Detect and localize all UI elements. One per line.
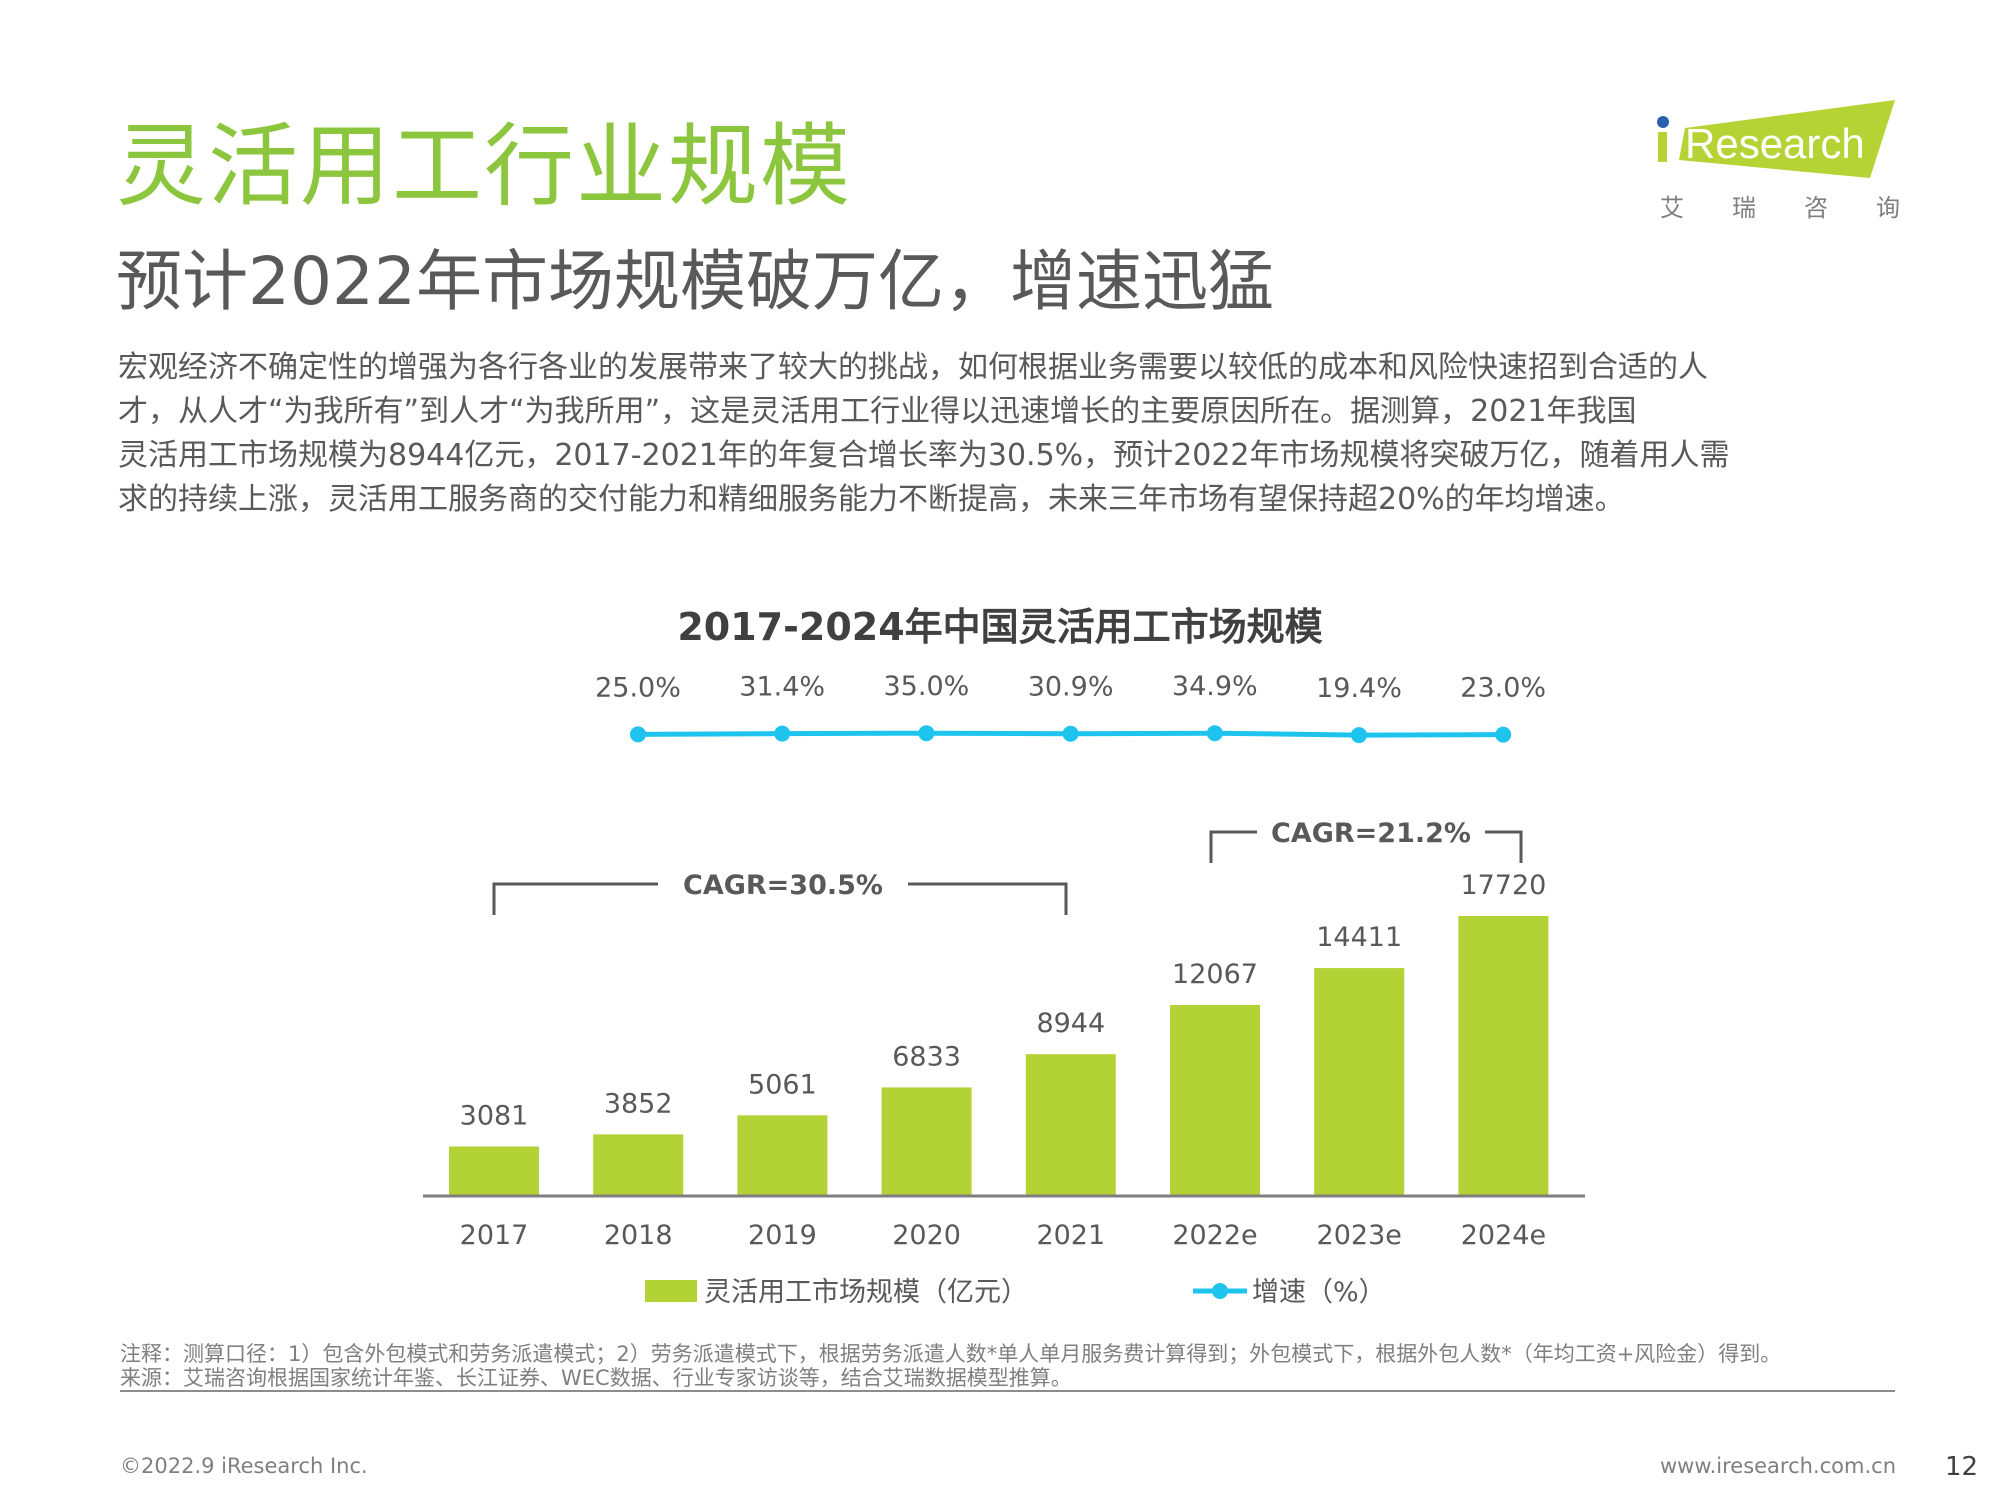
page-number: 12 xyxy=(1945,1452,1979,1482)
chart-legend: 灵活用工市场规模（亿元） 增速（%） xyxy=(645,1277,1386,1308)
bars-layer: 3081 2017 3852 2018 5061 2019 6833 2020 8944 2021… xyxy=(449,870,1549,1251)
logo-cn-text: 艾 瑞 咨 询 xyxy=(1660,188,1900,223)
logo-brand-text: Research xyxy=(1685,120,1865,167)
x-tick-label: 2018 xyxy=(604,1220,673,1251)
bar-2018 xyxy=(593,1134,684,1195)
chart-title: 2017-2024年中国灵活用工市场规模 xyxy=(677,605,1322,649)
website-link[interactable]: www.iresearch.com.cn xyxy=(1660,1454,1897,1478)
growth-line-layer: 25.0% 31.4% 35.0% 30.9% 34.9% 19.4% 23.0% xyxy=(595,671,1546,744)
growth-point-2018 xyxy=(630,726,646,743)
body-paragraph: 宏观经济不确定性的增强为各行各业的发展带来了较大的挑战，如何根据业务需要以较低的… xyxy=(118,346,1903,522)
growth-point-2023e xyxy=(1351,727,1367,744)
cagr-label: CAGR=21.2% xyxy=(1271,818,1471,849)
copyright: ©2022.9 iResearch Inc. xyxy=(120,1454,368,1478)
growth-value-label: 34.9% xyxy=(1172,671,1258,702)
x-tick-label: 2017 xyxy=(460,1220,529,1251)
body-line: 才，从人才“为我所有”到人才“为我所用”，这是灵活用工行业得以迅速增长的主要原因… xyxy=(118,394,1637,429)
logo-dot-icon xyxy=(1657,116,1669,128)
bar-value-label: 14411 xyxy=(1316,922,1402,953)
bar-2017 xyxy=(449,1146,539,1195)
page-title: 灵活用工行业规模 xyxy=(116,114,852,219)
cagr-bracket-left xyxy=(492,882,658,915)
bar-2022e xyxy=(1170,1005,1260,1195)
bar-2024e xyxy=(1458,916,1549,1195)
logo-cn-char: 艾 xyxy=(1660,194,1684,222)
growth-value-label: 25.0% xyxy=(595,672,681,703)
chart-source: 来源：艾瑞咨询根据国家统计年鉴、长江证券、WEC数据、行业专家访谈等，结合艾瑞数… xyxy=(120,1366,1072,1390)
growth-point-2019 xyxy=(774,725,791,742)
bar-value-label: 3081 xyxy=(460,1100,529,1131)
growth-value-label: 30.9% xyxy=(1028,672,1114,703)
logo-green-banner xyxy=(1679,100,1895,178)
growth-value-label: 23.0% xyxy=(1460,673,1546,704)
bar-value-label: 5061 xyxy=(748,1069,817,1100)
bar-value-label: 8944 xyxy=(1036,1008,1105,1039)
body-line: 灵活用工市场规模为8944亿元，2017-2021年的年复合增长率为30.5%，… xyxy=(118,438,1730,473)
logo-cn-char: 咨 xyxy=(1804,194,1828,222)
logo-cn-char: 询 xyxy=(1876,194,1900,222)
legend-bar-label: 灵活用工市场规模（亿元） xyxy=(704,1277,1028,1308)
bar-2023e xyxy=(1314,968,1405,1195)
x-tick-label: 2024e xyxy=(1461,1220,1546,1251)
legend-line-dot-icon xyxy=(1212,1283,1228,1299)
logo-i-stem xyxy=(1658,132,1667,162)
body-line: 求的持续上涨，灵活用工服务商的交付能力和精细服务能力不断提高，未来三年市场有望保… xyxy=(118,482,1625,517)
logo-cn-char: 瑞 xyxy=(1732,194,1756,222)
growth-value-label: 31.4% xyxy=(739,672,825,703)
legend-line-label: 增速（%） xyxy=(1252,1277,1386,1308)
bar-2021 xyxy=(1025,1054,1116,1195)
growth-point-2024e xyxy=(1495,726,1512,743)
growth-value-label: 19.4% xyxy=(1316,673,1402,704)
bar-2019 xyxy=(737,1115,828,1195)
growth-point-2021 xyxy=(1062,725,1079,742)
cagr-bracket-left xyxy=(1209,830,1257,863)
bar-value-label: 3852 xyxy=(604,1088,673,1119)
iresearch-logo: Research xyxy=(1657,100,1895,178)
bar-value-label: 6833 xyxy=(892,1041,961,1072)
cagr-bracket-right xyxy=(1485,830,1523,863)
body-line: 宏观经济不确定性的增强为各行各业的发展带来了较大的挑战，如何根据业务需要以较低的… xyxy=(118,350,1708,385)
page-subtitle: 预计2022年市场规模破万亿，增速迅猛 xyxy=(116,243,1274,320)
x-tick-label: 2021 xyxy=(1036,1220,1105,1251)
x-tick-label: 2023e xyxy=(1317,1220,1402,1251)
cagr-label: CAGR=30.5% xyxy=(683,870,883,901)
chart-note: 注释：测算口径：1）包含外包模式和劳务派遣模式；2）劳务派遣模式下，根据劳务派遣… xyxy=(120,1342,1782,1366)
cagr-annotations: CAGR=30.5% CAGR=21.2% xyxy=(492,818,1523,915)
growth-point-2022e xyxy=(1206,725,1223,742)
cagr-bracket-right xyxy=(908,882,1068,915)
footer-divider xyxy=(120,1390,1895,1392)
x-tick-label: 2020 xyxy=(892,1220,961,1251)
legend-bar-swatch xyxy=(645,1280,697,1302)
x-tick-label: 2022e xyxy=(1172,1220,1257,1251)
bar-2020 xyxy=(881,1087,972,1195)
growth-point-2020 xyxy=(918,725,935,742)
growth-value-label: 35.0% xyxy=(884,671,970,702)
bar-value-label: 17720 xyxy=(1460,870,1546,901)
x-tick-label: 2019 xyxy=(748,1220,817,1251)
bar-value-label: 12067 xyxy=(1172,959,1258,990)
